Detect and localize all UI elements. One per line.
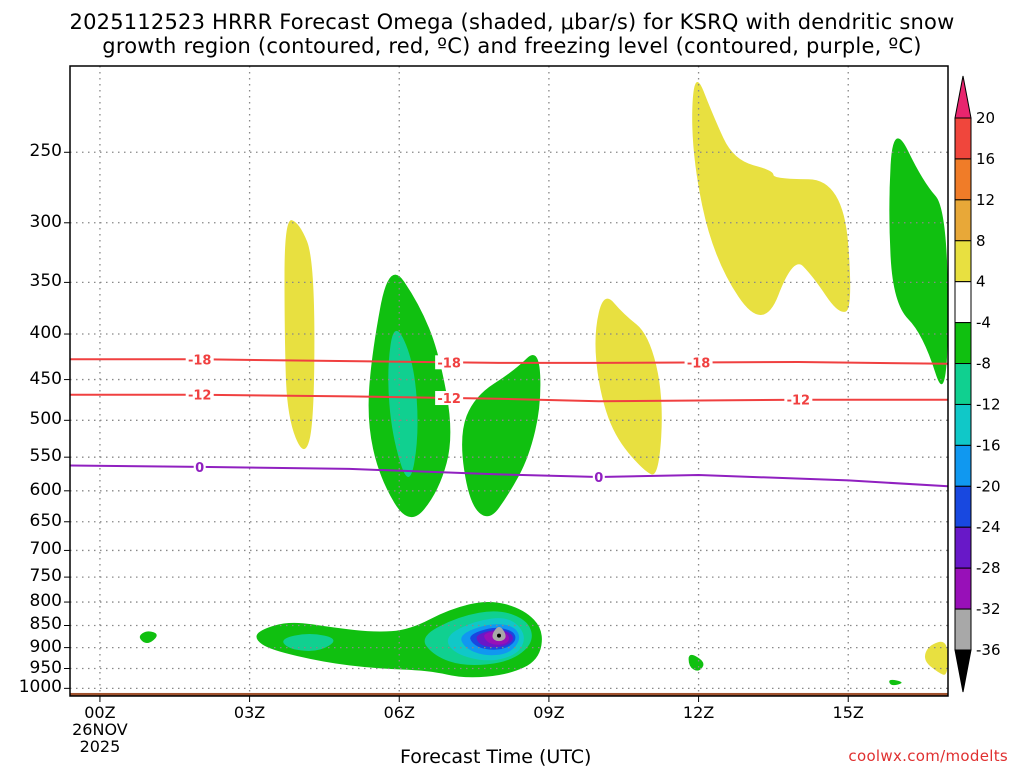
y-tick-label: 700	[29, 539, 62, 560]
x-tick-label: 26NOV	[72, 720, 128, 739]
contour-label-bg-0-2	[684, 355, 713, 370]
omega-region-3	[924, 641, 948, 675]
chart-title-line-1: 2025112523 HRRR Forecast Omega (shaded, …	[69, 10, 955, 34]
colorbar-label: -4	[976, 314, 991, 332]
colorbar-segment-2	[954, 199, 972, 242]
x-tick-label: 00Z	[84, 703, 116, 722]
omega-region-9	[889, 679, 902, 686]
y-tick-label: 550	[29, 446, 62, 467]
contour-label-2-0: 0	[195, 461, 204, 476]
colorbar-label: -32	[976, 600, 1001, 618]
colorbar-label: -8	[976, 355, 991, 373]
colorbar-segment-10	[954, 526, 972, 569]
omega-region-1	[595, 298, 662, 475]
colorbar-segment-1	[954, 158, 972, 201]
y-tick-label: 300	[29, 211, 62, 232]
omega-region-12	[283, 633, 334, 651]
x-tick-label: 12Z	[682, 703, 715, 722]
colorbar-segment-4	[954, 281, 972, 324]
colorbar-segment-3	[954, 240, 972, 283]
colorbar-bottom-arrow	[954, 649, 972, 693]
contour-label-bg-2-1	[592, 470, 605, 485]
y-tick-label: 350	[29, 271, 62, 292]
colorbar-label: -16	[976, 436, 1001, 454]
colorbar-label: -20	[976, 477, 1001, 495]
colorbar-segment-9	[954, 485, 972, 528]
colorbar-label: 16	[976, 150, 995, 168]
y-tick-label: 600	[29, 479, 62, 500]
colorbar-label: -36	[976, 641, 1001, 659]
y-tick-label: 900	[29, 636, 62, 657]
y-tick-label: 1000	[18, 677, 62, 698]
colorbar-segment-0	[954, 117, 972, 160]
contour-label-1-0: -12	[188, 389, 212, 404]
colorbar-segment-6	[954, 363, 972, 405]
colorbar: 20 16 12 8 4 -4 -8 -12 -16 -20 -24 -28 -32 -36	[954, 75, 1001, 693]
contour-label-1-2: -12	[787, 394, 811, 409]
x-tick-label: 2025	[79, 737, 121, 756]
contour-label-bg-0-1	[435, 355, 464, 370]
colorbar-label: 8	[976, 232, 986, 250]
contour-label-bg-2-0	[193, 459, 206, 474]
omega-shading	[139, 81, 948, 686]
colorbar-segment-5	[954, 322, 972, 365]
omega-region-20	[497, 633, 501, 638]
x-tick-label: 15Z	[832, 703, 864, 722]
contour-label-0-0: -18	[188, 353, 212, 368]
contour-2	[69, 464, 949, 488]
x-tick-label: 03Z	[233, 703, 266, 722]
x-tick-label: 09Z	[533, 703, 565, 722]
y-tick-label: 500	[29, 409, 62, 430]
y-tick-label: 450	[29, 368, 62, 389]
y-tick-label: 800	[29, 591, 62, 612]
colorbar-top-arrow	[954, 75, 972, 119]
omega-region-6	[889, 138, 948, 385]
y-tick-label: 400	[29, 323, 62, 344]
y-tick-label: 850	[29, 614, 62, 635]
x-axis-title: Forecast Time (UTC)	[400, 746, 592, 768]
contour-label-1-1: -12	[437, 392, 461, 407]
colorbar-label: -24	[976, 518, 1001, 536]
y-tick-label: 750	[29, 566, 62, 587]
contour-label-0-2: -18	[687, 356, 711, 371]
omega-region-7	[139, 631, 157, 644]
colorbar-segment-8	[954, 444, 972, 487]
site-credit: coolwx.com/modelts	[848, 747, 1008, 765]
contour-label-bg-1-1	[435, 391, 464, 406]
omega-region-5	[462, 354, 541, 517]
colorbar-label: -12	[976, 395, 1001, 413]
colorbar-segment-7	[954, 403, 972, 446]
contour-label-bg-1-2	[784, 392, 813, 407]
colorbar-segment-11	[954, 567, 972, 610]
colorbar-label: -28	[976, 559, 1001, 577]
plot-frame	[69, 65, 949, 697]
y-tick-label: 650	[29, 510, 62, 531]
contour-label-bg-0-0	[185, 352, 214, 367]
colorbar-label: 12	[976, 191, 995, 209]
contour-label-bg-1-0	[185, 387, 214, 402]
y-tick-label: 950	[29, 657, 62, 678]
x-tick-label: 06Z	[383, 703, 415, 722]
y-tick-label: 250	[29, 141, 62, 162]
omega-region-11	[388, 330, 418, 477]
omega-region-2	[692, 81, 851, 315]
colorbar-label: 4	[976, 273, 986, 291]
contour-label-2-1: 0	[594, 471, 603, 486]
grid	[70, 66, 948, 696]
omega-region-8	[688, 654, 704, 671]
chart-title-line-2: growth region (contoured, red, ºC) and f…	[102, 34, 922, 58]
ground-strip	[70, 692, 948, 696]
colorbar-label: 20	[976, 109, 995, 127]
colorbar-segment-12	[954, 608, 972, 651]
contour-label-0-1: -18	[437, 356, 461, 371]
